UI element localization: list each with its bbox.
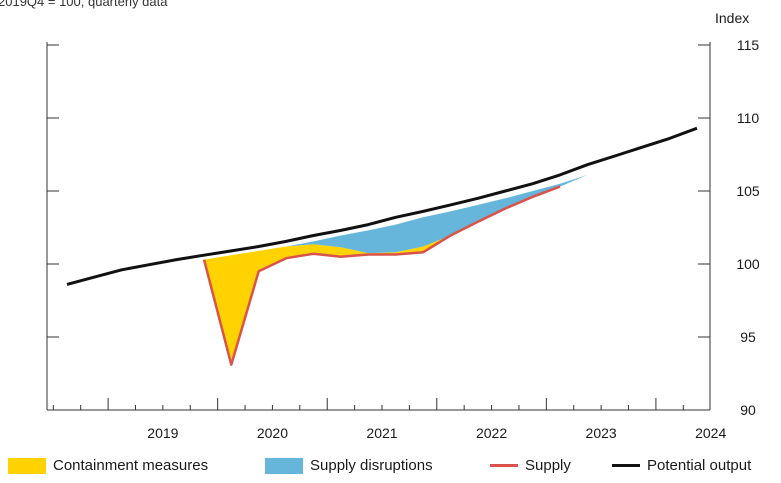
legend-swatch-containment (8, 457, 46, 474)
y-tick-label: 105 (736, 183, 760, 199)
band-supply-disruptions (286, 174, 615, 254)
y-tick-label: 110 (737, 110, 760, 126)
x-tick-label: 2021 (366, 425, 397, 441)
legend: Containment measures Supply disruptions … (0, 457, 781, 481)
legend-swatch-supply (490, 464, 518, 467)
x-tick-label: 2019 (147, 425, 178, 441)
x-tick-label: 2022 (476, 425, 507, 441)
legend-item-supply: Supply (490, 457, 571, 474)
x-tick-label: 2023 (586, 425, 617, 441)
series-line-supply (202, 185, 561, 366)
y-tick-label: 95 (740, 329, 756, 345)
series-line-potential-output (66, 126, 698, 286)
legend-item-supply-disruptions: Supply disruptions (265, 457, 433, 474)
y-tick-label: 115 (737, 37, 760, 53)
y-tick-label: 90 (740, 402, 756, 418)
legend-swatch-potential-output (612, 464, 640, 467)
chart-subtitle: 2019Q4 = 100, quarterly data (0, 0, 168, 9)
legend-swatch-supply-disruptions (265, 457, 303, 474)
y-tick-label: 100 (736, 256, 760, 272)
x-tick-label: 2024 (695, 425, 726, 441)
legend-label-potential-output: Potential output (647, 457, 752, 474)
legend-item-potential-output: Potential output (612, 457, 751, 474)
legend-label-containment: Containment measures (53, 457, 209, 474)
y-axis-label: Index (715, 10, 750, 26)
legend-label-supply: Supply (525, 457, 571, 474)
x-tick-label: 2020 (257, 425, 288, 441)
legend-item-containment: Containment measures (8, 457, 208, 474)
legend-label-supply-disruptions: Supply disruptions (310, 457, 433, 474)
